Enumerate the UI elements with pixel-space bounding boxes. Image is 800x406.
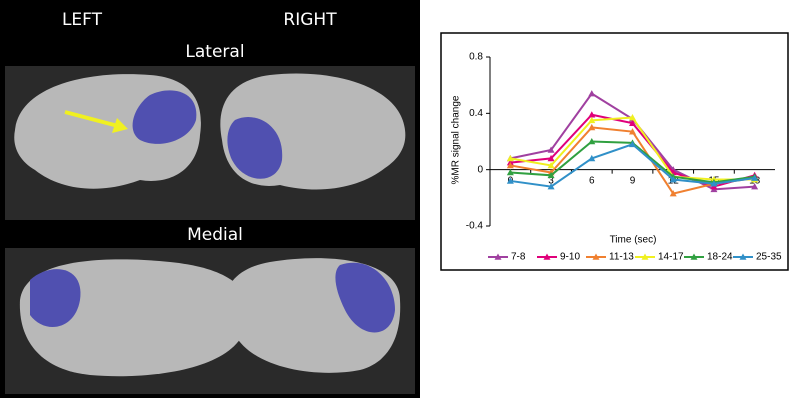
y-axis-title: %MR signal change bbox=[451, 95, 462, 184]
x-tick-label: 9 bbox=[630, 175, 636, 186]
legend-marker bbox=[592, 253, 600, 260]
point bbox=[669, 176, 677, 183]
view-label: Medial bbox=[187, 225, 243, 245]
brain-panel: LEFT RIGHT Lateral Medial bbox=[0, 0, 420, 398]
view-label: Lateral bbox=[185, 42, 244, 62]
point bbox=[506, 177, 514, 184]
point bbox=[588, 116, 596, 124]
point bbox=[629, 140, 636, 148]
x-tick-label: 6 bbox=[589, 175, 595, 186]
point bbox=[547, 146, 555, 153]
point bbox=[588, 154, 596, 162]
legend-label: 14-17 bbox=[658, 252, 684, 263]
point bbox=[547, 183, 555, 190]
point bbox=[629, 114, 636, 121]
point bbox=[751, 183, 759, 190]
legend-marker bbox=[739, 253, 747, 260]
point bbox=[506, 161, 514, 169]
y-tick-label: 0.8 bbox=[469, 52, 483, 63]
y-tick-label: 0.4 bbox=[469, 108, 483, 119]
point bbox=[506, 168, 514, 176]
hemisphere-label: RIGHT bbox=[283, 10, 337, 30]
point bbox=[629, 119, 636, 126]
point bbox=[588, 90, 596, 97]
point bbox=[751, 174, 759, 181]
legend-label: 11-13 bbox=[609, 252, 634, 263]
point bbox=[547, 171, 555, 179]
activation bbox=[227, 116, 283, 179]
arrow bbox=[64, 110, 119, 128]
x-axis-title: Time (sec) bbox=[610, 235, 657, 246]
point bbox=[506, 154, 514, 162]
activation bbox=[30, 269, 81, 327]
legend-label: 18-24 bbox=[707, 252, 733, 263]
y-tick-label: -0.4 bbox=[466, 221, 484, 232]
point bbox=[588, 138, 596, 145]
legend-label: 7-8 bbox=[511, 252, 526, 263]
point bbox=[669, 190, 677, 197]
point bbox=[588, 123, 596, 131]
y-tick-label: 0 bbox=[477, 164, 483, 175]
x-tick-label: 3 bbox=[548, 175, 554, 186]
point bbox=[547, 154, 555, 162]
point bbox=[547, 161, 555, 169]
legend-label: 25-35 bbox=[756, 252, 782, 263]
activation bbox=[335, 262, 395, 333]
activation bbox=[132, 90, 197, 144]
arrow-head bbox=[112, 118, 128, 133]
point bbox=[629, 128, 636, 135]
legend-marker bbox=[641, 253, 649, 260]
point bbox=[710, 180, 718, 187]
legend-marker bbox=[690, 253, 698, 260]
legend-marker bbox=[494, 253, 502, 260]
legend-marker bbox=[543, 253, 551, 260]
hemisphere-label: LEFT bbox=[62, 10, 103, 30]
point bbox=[588, 111, 596, 118]
legend-label: 9-10 bbox=[560, 252, 580, 263]
